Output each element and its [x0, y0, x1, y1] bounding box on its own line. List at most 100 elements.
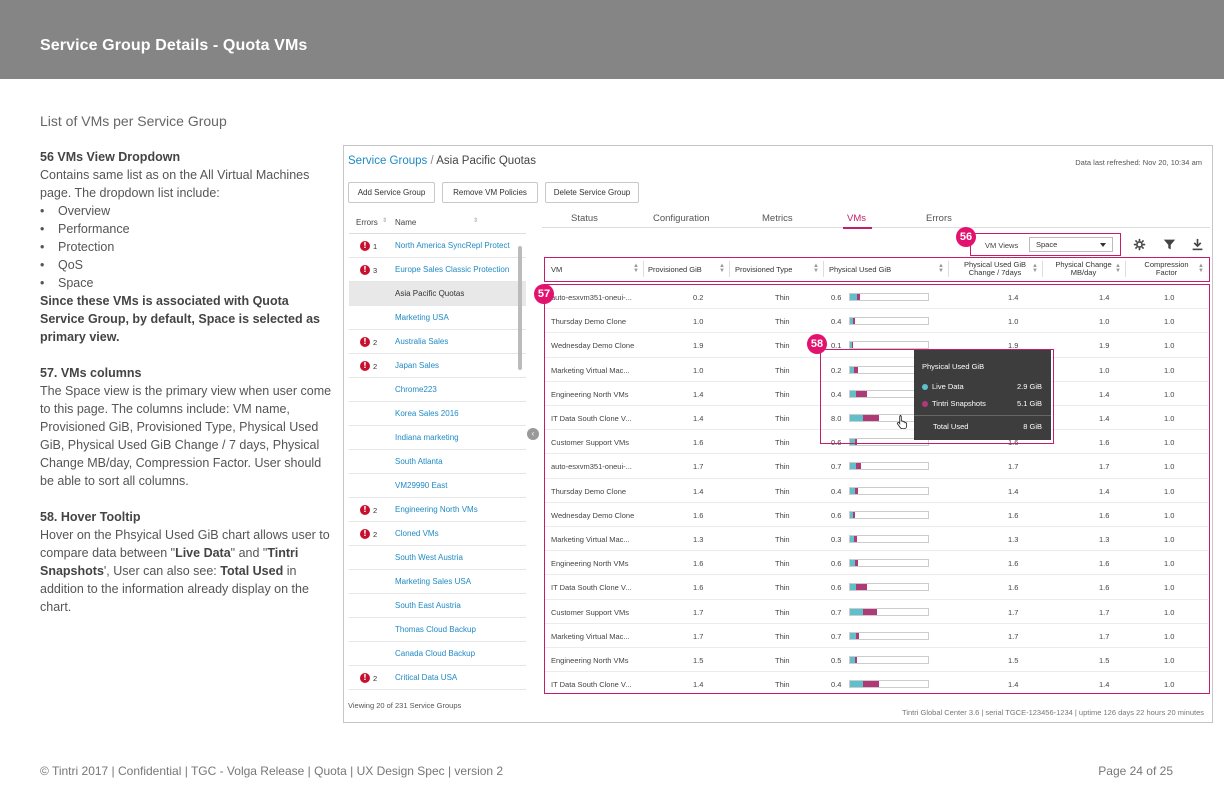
sort-icon[interactable]: ⇕ [473, 218, 479, 224]
collapse-panel-button[interactable]: ‹ [527, 428, 539, 440]
vm-views-dropdown[interactable]: Space [1029, 237, 1113, 252]
physical-used-bar[interactable] [849, 583, 929, 592]
service-group-row[interactable]: Chrome223 [349, 378, 526, 402]
service-group-row[interactable]: ! 2 Engineering North VMs [349, 498, 526, 522]
download-icon[interactable] [1191, 238, 1204, 251]
table-row[interactable]: IT Data South Clone V...1.4Thin8.01.41.4… [545, 406, 1208, 431]
service-group-name[interactable]: Korea Sales 2016 [395, 409, 459, 418]
vm-name-cell[interactable]: Marketing Virtual Mac... [551, 535, 630, 544]
vm-name-cell[interactable]: Customer Support VMs [551, 607, 629, 617]
service-group-row[interactable]: Thomas Cloud Backup [349, 618, 526, 642]
vm-name-cell[interactable]: Engineering North VMs [551, 389, 629, 399]
table-row[interactable]: Thursday Demo Clone 1.4 Thin 0.4 1.4 1.4 1.0 [545, 479, 1208, 503]
column-provisioned-type[interactable]: Provisioned Type ▲ ▼ [729, 258, 823, 280]
table-row[interactable]: Engineering North VMs 1.5 Thin 0.5 1.5 1.5 1.0 [545, 648, 1208, 673]
service-group-name[interactable]: Australia Sales [395, 337, 449, 346]
service-group-row[interactable]: Indiana marketing [349, 426, 526, 450]
vm-name-cell[interactable]: Marketing Virtual Mac... [551, 365, 630, 375]
physical-used-bar[interactable] [849, 559, 929, 568]
service-group-row[interactable]: VM29990 East [349, 474, 526, 498]
service-group-name[interactable]: Engineering North VMs [395, 505, 478, 514]
physical-used-bar[interactable] [849, 656, 929, 664]
service-group-name[interactable]: Chrome223 [395, 385, 437, 394]
delete-service-group-button[interactable]: Delete Service Group [545, 182, 639, 203]
vm-name-cell[interactable]: auto-esxvm351-oneui-... [551, 293, 632, 302]
table-row[interactable]: Wednesday Demo Clone 1.9 Thin 0.1 1.9 1.9 1.0 [545, 333, 1208, 358]
table-row[interactable]: Marketing Virtual Mac... 1.0 Thin 0.2 1.0 1.0… [545, 358, 1208, 382]
tab-metrics[interactable]: Metrics [762, 213, 793, 224]
vm-name-cell[interactable]: auto-esxvm351-oneui-... [551, 462, 632, 472]
service-group-row[interactable]: Canada Cloud Backup [349, 642, 526, 666]
physical-used-bar[interactable] [849, 680, 929, 689]
table-row[interactable]: Wednesday Demo Clone 1.6 Thin 0.6 1.6 1.6 1.0 [545, 503, 1208, 527]
service-group-row[interactable]: ! 2 Australia Sales [349, 330, 526, 354]
table-row[interactable]: Engineering North VMs 1.6 Thin 0.6 1.6 1.6 1.0 [545, 551, 1208, 576]
list-scrollbar[interactable] [518, 246, 522, 370]
sort-icon[interactable]: ⇕ [382, 218, 388, 224]
vm-name-cell[interactable]: Wednesday Demo Clone [551, 341, 635, 351]
physical-used-bar[interactable] [849, 293, 929, 301]
service-group-name[interactable]: South Atlanta [395, 457, 443, 466]
physical-used-bar[interactable] [849, 438, 929, 447]
tab-status[interactable]: Status [571, 213, 598, 224]
service-group-name[interactable]: Cloned VMs [395, 529, 439, 538]
service-group-name[interactable]: Marketing Sales USA [395, 577, 472, 586]
table-row[interactable]: Customer Support VMs 1.7 Thin 0.7 1.7 1.7 1.0 [545, 600, 1208, 624]
service-group-row[interactable]: ! 1 North America SyncRepl Protect [349, 234, 526, 258]
table-row[interactable]: Marketing Virtual Mac... 1.7 Thin 0.7 1.7 1.7… [545, 624, 1208, 648]
table-row[interactable]: IT Data South Clone V... 1.6 Thin 0.6 1.6 1.6… [545, 575, 1208, 600]
service-group-name[interactable]: North America SyncRepl Protect [395, 241, 510, 250]
service-group-name[interactable]: VM29990 East [395, 481, 448, 490]
service-group-row[interactable]: Asia Pacific Quotas [349, 282, 526, 306]
service-group-row[interactable]: ! 2 Cloned VMs [349, 522, 526, 546]
physical-used-bar[interactable] [849, 607, 929, 616]
service-group-name[interactable]: South West Austria [395, 553, 463, 562]
physical-used-bar[interactable] [849, 535, 929, 543]
vm-name-cell[interactable]: Engineering North VMs [551, 656, 629, 665]
errors-column-header[interactable]: Errors [356, 218, 378, 227]
column-provisioned-gib[interactable]: Provisioned GiB ▲ ▼ [643, 258, 729, 280]
vm-name-cell[interactable]: Thursday Demo Clone [551, 486, 627, 496]
physical-used-bar[interactable] [849, 631, 929, 640]
vm-name-cell[interactable]: Thursday Demo Clone [551, 317, 627, 327]
table-row[interactable]: Customer Support VMs 1.6 Thin 0.6 1.6 1.6 1.0 [545, 430, 1208, 455]
table-row[interactable]: IT Data South Clone V... 1.4 Thin 0.4 1.4 1.4… [545, 672, 1208, 693]
gear-icon[interactable] [1133, 238, 1146, 251]
vm-name-cell[interactable]: Customer Support VMs [551, 438, 629, 448]
table-row[interactable]: Marketing Virtual Mac... 1.3 Thin 0.3 1.3 1.3… [545, 527, 1208, 552]
table-row[interactable]: auto-esxvm351-oneui-... 0.2 Thin 0.6 1.4 1.4 1… [545, 285, 1208, 310]
tab-vms[interactable]: VMs [847, 213, 866, 224]
service-group-name[interactable]: South East Austria [395, 601, 461, 610]
name-column-header[interactable]: Name [395, 218, 417, 227]
service-group-name[interactable]: Indiana marketing [395, 433, 459, 442]
service-group-row[interactable]: Marketing USA [349, 306, 526, 330]
physical-used-bar[interactable] [849, 341, 929, 350]
service-group-name[interactable]: Asia Pacific Quotas [395, 289, 465, 298]
breadcrumb-root-link[interactable]: Service Groups [348, 155, 428, 167]
vm-name-cell[interactable]: IT Data South Clone V... [551, 680, 632, 690]
physical-used-bar[interactable] [849, 317, 929, 326]
tab-configuration[interactable]: Configuration [653, 213, 710, 224]
physical-used-bar[interactable] [849, 462, 929, 471]
add-service-group-button[interactable]: Add Service Group [348, 182, 435, 203]
filter-icon[interactable] [1163, 238, 1176, 251]
service-group-row[interactable]: Marketing Sales USA [349, 570, 526, 594]
vm-name-cell[interactable]: IT Data South Clone V... [551, 583, 632, 593]
vm-name-cell[interactable]: Marketing Virtual Mac... [551, 631, 630, 641]
vm-name-cell[interactable]: Wednesday Demo Clone [551, 510, 635, 520]
service-group-row[interactable]: ! 3 Europe Sales Classic Protection [349, 258, 526, 282]
physical-used-bar[interactable] [849, 486, 929, 495]
service-group-row[interactable]: South East Austria [349, 594, 526, 618]
service-group-name[interactable]: Marketing USA [395, 313, 449, 322]
column-vm[interactable]: VM ▲ ▼ [551, 263, 639, 274]
service-group-row[interactable]: ! 2 Critical Data USA [349, 666, 526, 690]
column-physical-used[interactable]: Physical Used GiB ▲ ▼ [823, 258, 948, 280]
vm-name-cell[interactable]: Engineering North VMs [551, 559, 629, 569]
service-group-row[interactable]: South West Austria [349, 546, 526, 570]
physical-used-bar[interactable] [849, 510, 929, 519]
service-group-name[interactable]: Thomas Cloud Backup [395, 625, 476, 634]
column-physical-used-change-7d[interactable]: Physical Used GiB Change / 7days ▲ ▼ [948, 258, 1042, 280]
vm-name-cell[interactable]: IT Data South Clone V... [551, 414, 632, 423]
table-row[interactable]: auto-esxvm351-oneui-... 1.7 Thin 0.7 1.7 1.7 1… [545, 454, 1208, 479]
service-group-name[interactable]: Japan Sales [395, 361, 440, 370]
